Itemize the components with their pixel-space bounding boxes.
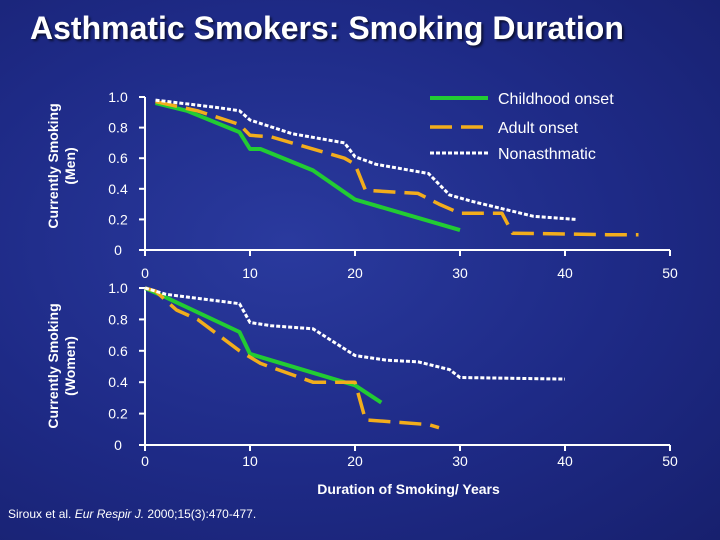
y-tick-label: 0 [114,437,122,453]
slide-title: Asthmatic Smokers: Smoking Duration [30,10,624,46]
x-tick-label: 50 [662,453,678,469]
y-tick-label: 0.6 [108,343,128,359]
y-tick-label: 0.8 [108,120,128,136]
y-tick-label: 0.2 [108,211,128,227]
x-tick-label: 40 [557,453,573,469]
x-tick-label: 30 [452,265,468,281]
x-tick-label: 20 [347,265,363,281]
x-tick-label: 10 [242,453,258,469]
series-line-childhood [155,101,461,233]
x-tick-label: 50 [662,265,678,281]
x-tick-label: 0 [141,453,149,469]
series-line-nonasthmatic [155,98,576,221]
y-axis-title: Currently Smoking(Men) [45,103,78,228]
y-tick-label: 1.0 [108,89,128,105]
y-tick-label: 0.8 [108,311,128,327]
y-tick-label: 0.2 [108,406,128,422]
x-tick-label: 40 [557,265,573,281]
y-tick-label: 0.6 [108,150,128,166]
men-panel: 0 0.2 0.4 0.6 0.8 1.0 0 10 20 30 40 50 Currently Smo… [45,89,678,281]
legend-label-nonasthmatic: Nonasthmatic [498,146,596,163]
citation-journal: Eur Respir J. [74,507,145,521]
y-tick-label: 0.4 [108,181,128,197]
series-line-nonasthmatic [144,286,566,381]
legend-label-adult: Adult onset [498,120,579,137]
x-tick-label: 10 [242,265,258,281]
x-axis-title: Duration of Smoking/ Years [317,481,500,497]
x-tick-label: 30 [452,453,468,469]
x-tick-label: 0 [141,265,149,281]
y-tick-label: 1.0 [108,280,128,296]
women-panel: 0 0.2 0.4 0.6 0.8 1.0 0 10 20 30 40 50 Currently Smo… [45,280,678,497]
y-axis-title: Currently Smoking(Women) [45,303,78,428]
series-line-adult [144,286,440,430]
citation: Siroux et al. Eur Respir J. 2000;15(3):4… [8,507,256,521]
series-line-adult [155,99,639,237]
citation-details: 2000;15(3):470-477. [147,507,257,521]
series-line-childhood [144,286,383,405]
citation-authors: Siroux et al. [8,507,72,521]
y-tick-label: 0.4 [108,374,128,390]
y-tick-label: 0 [114,242,122,258]
x-tick-label: 20 [347,453,363,469]
legend-label-childhood: Childhood onset [498,91,614,108]
legend: Childhood onset Adult onset Nonasthmatic [430,91,614,163]
